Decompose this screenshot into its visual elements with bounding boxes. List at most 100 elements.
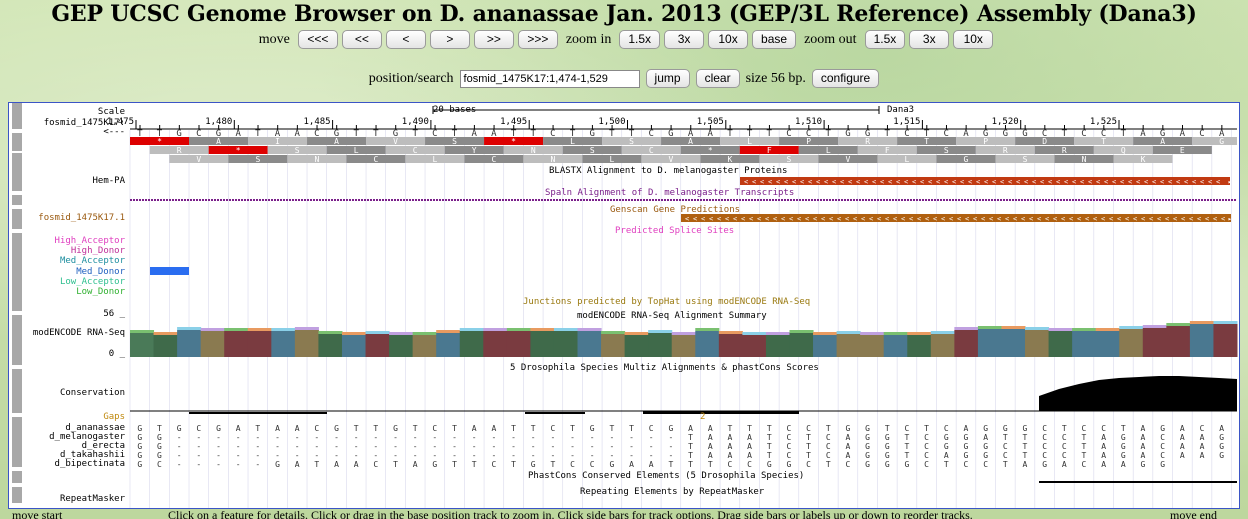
splice-label-low-donor[interactable]: Low_Donor: [76, 287, 125, 297]
move-end-label[interactable]: move end: [1170, 510, 1217, 519]
strand-arrow: <: [1216, 178, 1220, 186]
repeatmasker-track-label[interactable]: RepeatMasker: [59, 494, 125, 504]
bottom-help-bar: move start Click on a feature for detail…: [0, 510, 1248, 519]
rnaseq-bar: [389, 335, 414, 357]
track-side-bar[interactable]: [12, 103, 22, 129]
track-side-bar[interactable]: [12, 233, 22, 311]
alignment-base: T: [905, 451, 910, 460]
splice-label-med-donor[interactable]: Med_Donor: [76, 266, 125, 277]
alignment-base: A: [1141, 433, 1146, 442]
track-side-bar[interactable]: [12, 209, 22, 229]
move-right-mid-button[interactable]: >>: [473, 30, 514, 49]
conservation-track-label[interactable]: Conservation: [59, 388, 125, 398]
end-arrow: ▸▸: [1228, 215, 1236, 223]
track-side-bar[interactable]: [12, 315, 22, 365]
species-label-d_melanogaster[interactable]: d_melanogaster: [49, 432, 125, 442]
alignment-base: A: [708, 451, 713, 460]
blastx-track-title[interactable]: BLASTX Alignment to D. melanogaster Prot…: [549, 166, 788, 176]
track-side-bar[interactable]: [12, 195, 22, 205]
rnaseq-bar: [883, 335, 908, 357]
move-left-button[interactable]: <: [385, 30, 426, 49]
alignment-base: -: [177, 451, 182, 460]
splice-track-title[interactable]: Predicted Splice Sites: [615, 226, 735, 236]
track-side-bar[interactable]: [12, 487, 22, 503]
move-left-far-button[interactable]: <<<: [297, 30, 338, 49]
codon-block: [602, 137, 662, 145]
rnaseq-bar: [765, 335, 790, 357]
zoom-in-10x-button[interactable]: 10x: [708, 30, 749, 49]
splice-label-med-acceptor[interactable]: Med_Acceptor: [59, 256, 125, 267]
repeat-track-title[interactable]: Repeating Elements by RepeatMasker: [580, 487, 765, 497]
rnaseq-bar: [506, 331, 531, 357]
genscan-track-title[interactable]: Genscan Gene Predictions: [610, 205, 741, 215]
configure-button[interactable]: configure: [811, 69, 880, 88]
zoom-out-3x-button[interactable]: 3x: [909, 30, 950, 49]
alignment-base: -: [255, 433, 260, 442]
base-letter: G: [1022, 129, 1027, 139]
zoom-in-3x-button[interactable]: 3x: [664, 30, 705, 49]
genscan-item-label[interactable]: fosmid_1475K17.1: [38, 213, 125, 223]
alignment-base: -: [393, 442, 398, 451]
rnaseq-bar-cap: [436, 330, 461, 333]
splice-label-low-acceptor[interactable]: Low_Acceptor: [59, 276, 125, 287]
alignment-base: G: [964, 451, 969, 460]
alignment-base: -: [472, 433, 477, 442]
tracks-graphic[interactable]: 1,475 1,480 1,485 1,490 1,495 1,500 1,505 1,510…: [9, 103, 1239, 508]
rnaseq-bar-cap: [200, 328, 225, 331]
ruler-tick-label: 1,475: [107, 117, 134, 127]
track-side-bar[interactable]: [12, 369, 22, 413]
tophat-track-title[interactable]: Junctions predicted by TopHat using modE…: [523, 297, 811, 307]
base-letter: C: [904, 129, 909, 139]
rnaseq-track-label[interactable]: modENCODE RNA-Seq: [32, 328, 125, 338]
position-bar: position/search fosmid_1475K17:1,474-1,5…: [0, 69, 1248, 88]
position-search-input[interactable]: fosmid_1475K17:1,474-1,529: [459, 69, 640, 88]
move-right-far-button[interactable]: >>>: [517, 30, 558, 49]
species-label-d_ananassae[interactable]: d_ananassae: [65, 423, 125, 433]
rnaseq-bar-cap: [271, 328, 296, 331]
zoom-base-button[interactable]: base: [752, 30, 797, 49]
track-side-bar[interactable]: [12, 133, 22, 151]
species-label-d_bipectinata[interactable]: d_bipectinata: [54, 459, 125, 469]
track-side-bar[interactable]: [12, 471, 22, 483]
track-side-bar[interactable]: [12, 417, 22, 467]
alignment-base: A: [708, 442, 713, 451]
alignment-base: T: [1082, 451, 1087, 460]
strand-arrow: <: [1128, 178, 1132, 186]
base-letter: A: [963, 129, 969, 139]
alignment-base: -: [452, 451, 457, 460]
spaln-track-title[interactable]: Spaln Alignment of D. melanogaster Trans…: [545, 188, 795, 198]
species-label-d_erecta[interactable]: d_erecta: [81, 441, 125, 451]
rnaseq-track-title[interactable]: modENCODE RNA-Seq Alignment Summary: [577, 311, 767, 321]
codon-block: [287, 155, 347, 163]
strand-arrow: <: [1213, 215, 1217, 223]
jump-button[interactable]: jump: [645, 69, 690, 88]
move-left-mid-button[interactable]: <<: [341, 30, 382, 49]
strand-arrow: <: [1200, 178, 1204, 186]
clear-button[interactable]: clear: [695, 69, 740, 88]
zoom-out-1-5x-button[interactable]: 1.5x: [864, 30, 906, 49]
strand-arrow: <: [757, 215, 761, 223]
phastcons-track-title[interactable]: PhastCons Conserved Elements (5 Drosophi…: [528, 471, 805, 481]
move-right-button[interactable]: >: [429, 30, 470, 49]
multiz-track-title[interactable]: 5 Drosophila Species Multiz Alignments &…: [510, 363, 819, 373]
strand-arrow: <: [829, 215, 833, 223]
amino-acid-letter: C: [413, 146, 418, 155]
alignment-base: -: [649, 433, 654, 442]
move-start-label[interactable]: move start: [12, 510, 63, 519]
base-letter: A: [688, 129, 694, 139]
rnaseq-bar-cap: [648, 330, 673, 333]
strand-arrow: <: [1088, 178, 1092, 186]
species-label-d_takahashii[interactable]: d_takahashii: [59, 450, 125, 460]
splice-label-high-donor[interactable]: High_Donor: [70, 246, 125, 257]
base-letter: C: [1199, 129, 1204, 139]
rnaseq-max-label: 56 _: [103, 309, 125, 319]
base-letter: T: [255, 129, 261, 139]
track-image-panel[interactable]: 1,475 1,480 1,485 1,490 1,495 1,500 1,505 1,510…: [8, 102, 1240, 509]
zoom-out-10x-button[interactable]: 10x: [953, 30, 994, 49]
splice-label-high-acceptor[interactable]: High_Acceptor: [54, 236, 125, 246]
track-side-bar[interactable]: [12, 153, 22, 191]
strand-arrow: <: [1000, 178, 1004, 186]
alignment-base: A: [727, 433, 732, 442]
blastx-item-label[interactable]: Hem-PA: [92, 176, 125, 186]
zoom-in-1-5x-button[interactable]: 1.5x: [619, 30, 661, 49]
